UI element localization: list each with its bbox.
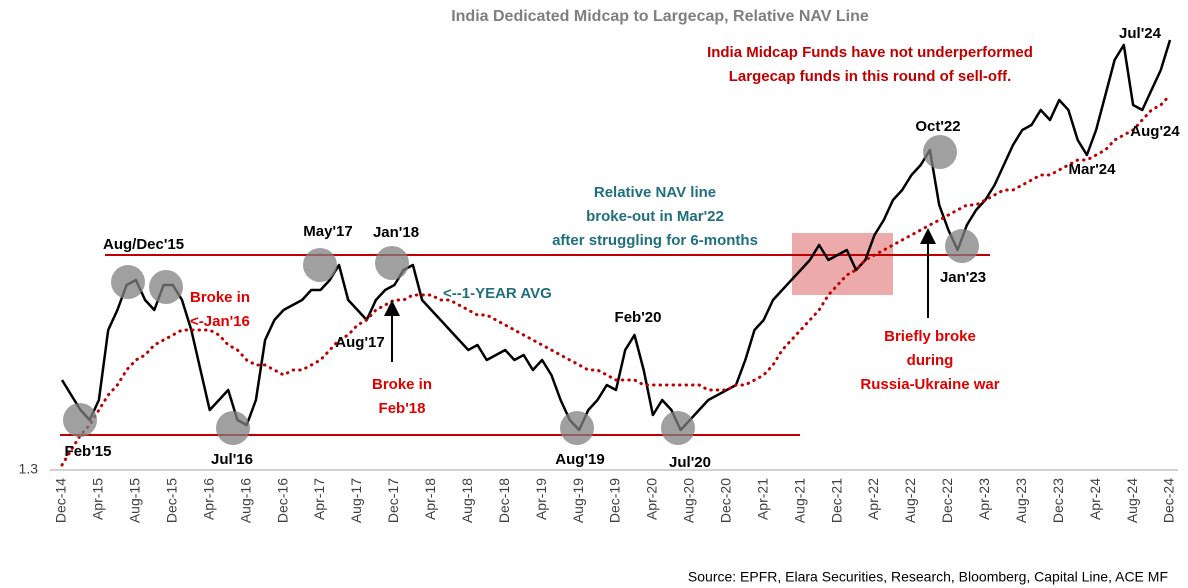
event-circle bbox=[111, 265, 145, 299]
x-tick-label: Aug-21 bbox=[791, 478, 807, 523]
highlight-box bbox=[792, 233, 893, 295]
event-circle bbox=[149, 270, 183, 304]
event-circle bbox=[375, 246, 409, 280]
event-circle bbox=[923, 135, 957, 169]
annotation: Jul'20 bbox=[669, 454, 711, 471]
annotation: Russia-Ukraine war bbox=[860, 376, 999, 393]
x-tick-label: Apr-15 bbox=[90, 478, 106, 520]
event-circle bbox=[303, 248, 337, 282]
x-tick-label: Apr-17 bbox=[311, 478, 327, 520]
annotation: Jan'23 bbox=[940, 269, 986, 286]
source: Source: EPFR, Elara Securities, Research… bbox=[688, 569, 1168, 585]
x-tick-label: Apr-16 bbox=[200, 478, 216, 520]
annotation: Largecap funds in this round of sell-off… bbox=[729, 68, 1012, 85]
x-tick-label: Aug-23 bbox=[1013, 478, 1029, 523]
annotation: after struggling for 6-months bbox=[552, 232, 758, 249]
annotation: Jan'18 bbox=[373, 224, 419, 241]
x-tick-label: Dec-14 bbox=[53, 478, 69, 523]
annotation: May'17 bbox=[303, 223, 352, 240]
annotation: Oct'22 bbox=[915, 118, 960, 135]
chart-title: India Dedicated Midcap to Largecap, Rela… bbox=[451, 8, 869, 25]
annotation: Feb'15 bbox=[65, 443, 112, 460]
x-tick-label: Dec-19 bbox=[607, 478, 623, 523]
annotation: Aug'24 bbox=[1130, 123, 1180, 140]
x-tick-label: Dec-23 bbox=[1050, 478, 1066, 523]
annotation: Aug/Dec'15 bbox=[103, 236, 184, 253]
average-line bbox=[60, 93, 1172, 467]
annotation: during bbox=[907, 352, 954, 369]
x-tick-label: Apr-18 bbox=[422, 478, 438, 520]
x-tick-label: Aug-16 bbox=[237, 478, 253, 523]
x-tick-label: Apr-19 bbox=[533, 478, 549, 520]
x-tick-label: Dec-24 bbox=[1161, 478, 1177, 523]
annotation: <--1-YEAR AVG bbox=[443, 285, 552, 302]
x-tick-label: Apr-20 bbox=[644, 478, 660, 520]
annotation: Broke in bbox=[372, 376, 432, 393]
x-tick-label: Dec-18 bbox=[496, 478, 512, 523]
annotation: Jul'16 bbox=[211, 451, 253, 468]
y-tick-label: 1.3 bbox=[19, 461, 39, 477]
event-circle bbox=[216, 411, 250, 445]
x-tick-label: Dec-21 bbox=[828, 478, 844, 523]
annotation: Broke in bbox=[190, 289, 250, 306]
x-tick-label: Aug-24 bbox=[1124, 478, 1140, 523]
annotation: Jul'24 bbox=[1119, 25, 1162, 42]
annotation: Aug'19 bbox=[555, 451, 604, 468]
annotation: Briefly broke bbox=[884, 328, 976, 345]
annotation: Feb'18 bbox=[379, 400, 426, 417]
x-tick-label: Dec-20 bbox=[718, 478, 734, 523]
annotation: broke-out in Mar'22 bbox=[586, 208, 724, 225]
x-tick-label: Dec-16 bbox=[274, 478, 290, 523]
annotation: Relative NAV line bbox=[594, 184, 716, 201]
event-circle bbox=[945, 229, 979, 263]
annotation: Feb'20 bbox=[615, 309, 662, 326]
x-tick-label: Aug-20 bbox=[681, 478, 697, 523]
annotation: <-Jan'16 bbox=[190, 313, 250, 330]
x-tick-label: Aug-19 bbox=[570, 478, 586, 523]
x-tick-label: Aug-18 bbox=[459, 478, 475, 523]
x-tick-label: Dec-17 bbox=[385, 478, 401, 523]
x-tick-label: Apr-23 bbox=[976, 478, 992, 520]
x-tick-label: Apr-21 bbox=[754, 478, 770, 520]
annotation: Aug'17 bbox=[335, 334, 384, 351]
event-circle bbox=[560, 411, 594, 445]
x-tick-label: Aug-15 bbox=[127, 478, 143, 523]
x-tick-label: Apr-24 bbox=[1087, 478, 1103, 520]
annotation: Mar'24 bbox=[1069, 161, 1117, 178]
x-tick-label: Dec-15 bbox=[164, 478, 180, 523]
event-circle bbox=[661, 411, 695, 445]
annotation: India Midcap Funds have not underperform… bbox=[707, 44, 1033, 61]
x-tick-label: Aug-22 bbox=[902, 478, 918, 523]
event-circle bbox=[63, 403, 97, 437]
x-tick-label: Apr-22 bbox=[865, 478, 881, 520]
x-tick-label: Dec-22 bbox=[939, 478, 955, 523]
x-tick-label: Aug-17 bbox=[348, 478, 364, 523]
